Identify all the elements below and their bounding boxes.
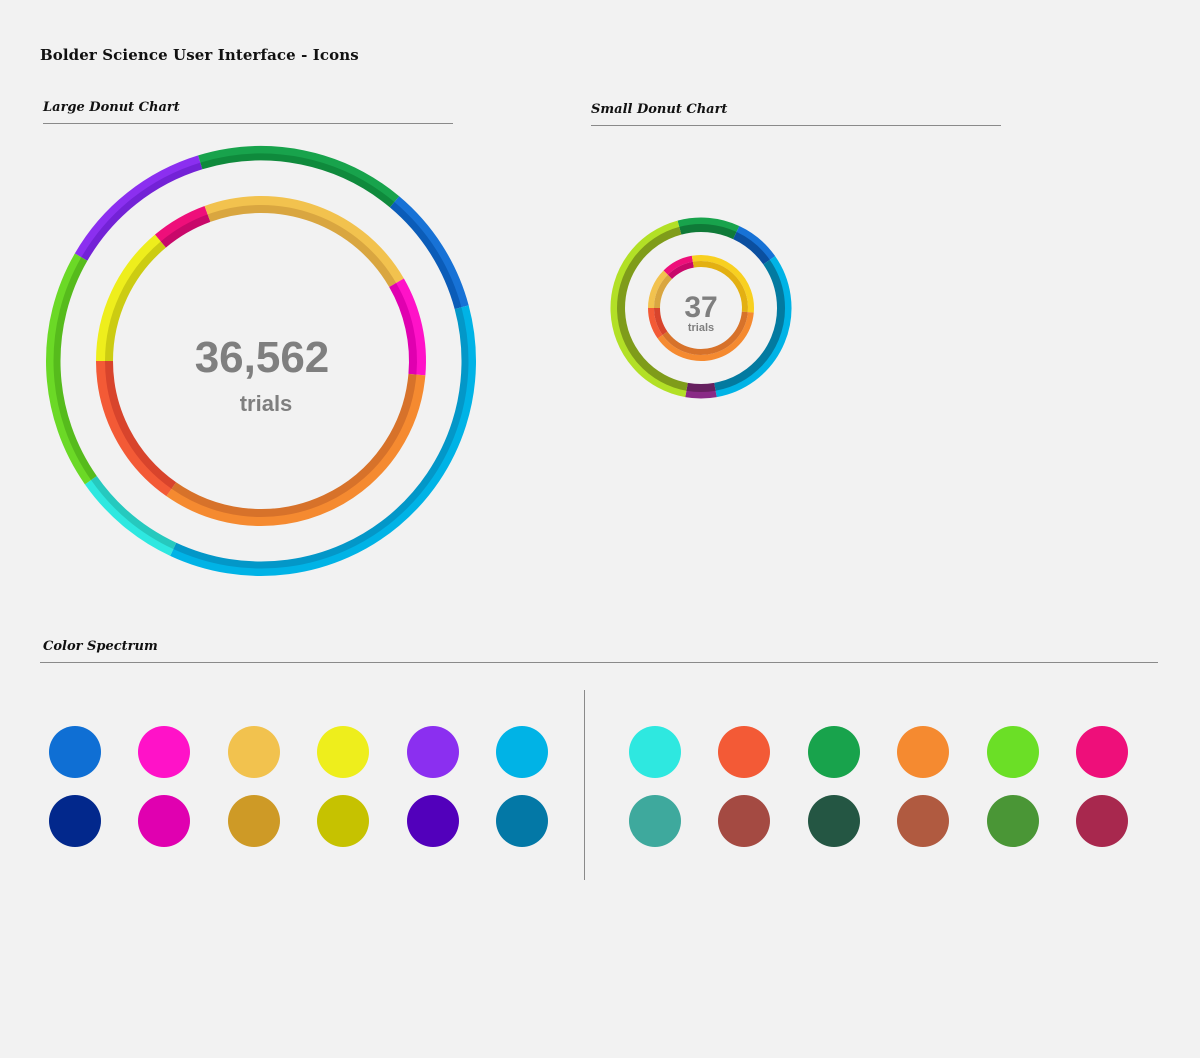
small-donut-divider xyxy=(591,125,1001,126)
large-inner-segment-0 xyxy=(154,205,209,243)
large-outer-segment-0-shade xyxy=(81,162,203,261)
large-outer-segment-2-shade xyxy=(389,202,462,310)
large-donut-title: Large Donut Chart xyxy=(43,100,180,115)
small-outer-segment-4 xyxy=(610,220,687,398)
right-top-swatch-5 xyxy=(1076,726,1128,778)
small-inner-segment-4 xyxy=(648,270,668,309)
small-outer-segment-0 xyxy=(677,217,740,233)
large-inner-segment-1-shade xyxy=(207,205,397,288)
large-outer-segment-1 xyxy=(198,146,400,203)
large-outer-segment-2 xyxy=(394,196,469,308)
large-donut-unit: trials xyxy=(240,391,293,416)
large-inner-segment-4-shade xyxy=(105,360,177,489)
color-spectrum-title: Color Spectrum xyxy=(43,639,158,654)
small-donut-chart: 37 trials xyxy=(610,217,792,399)
small-outer-segment-1 xyxy=(736,225,776,261)
left-bottom-swatch-4 xyxy=(406,795,459,847)
small-outer-segment-4-shade xyxy=(617,226,688,391)
large-outer-segment-5-shade xyxy=(53,257,97,481)
right-bottom-swatch-0 xyxy=(629,795,681,847)
small-outer-segment-3 xyxy=(685,390,717,399)
spectrum-column-divider xyxy=(584,690,585,880)
large-inner-segment-3 xyxy=(166,374,426,526)
small-donut-title: Small Donut Chart xyxy=(591,102,728,117)
large-outer-segment-3-shade xyxy=(173,307,469,569)
left-bottom-swatch-1 xyxy=(138,795,191,847)
small-inner-segment-4-shade xyxy=(654,274,673,309)
large-outer-segment-1-shade xyxy=(200,153,395,208)
left-top-swatch-1 xyxy=(138,726,191,778)
right-bottom-swatch-4 xyxy=(986,795,1039,847)
small-inner-segment-3 xyxy=(648,307,663,339)
small-inner-segment-2-shade xyxy=(662,311,748,355)
left-bottom-swatch-2 xyxy=(227,795,280,847)
large-outer-segment-3 xyxy=(170,305,476,576)
small-outer-segment-1-shade xyxy=(733,231,770,265)
left-top-swatch-0 xyxy=(49,726,101,778)
small-donut-unit: trials xyxy=(688,322,714,334)
right-top-swatch-0 xyxy=(629,726,681,778)
large-inner-segment-2 xyxy=(395,278,426,376)
right-bottom-swatch-5 xyxy=(1076,795,1128,847)
right-top-swatch-4 xyxy=(986,726,1039,778)
large-outer-segment-4-shade xyxy=(91,476,177,550)
color-spectrum-divider xyxy=(40,662,1158,663)
right-bottom-swatch-2 xyxy=(807,795,860,847)
small-donut-value: 37 xyxy=(684,291,717,324)
small-inner-segment-1-shade xyxy=(692,261,748,313)
large-outer-segment-0 xyxy=(74,155,201,258)
right-top-swatch-1 xyxy=(718,726,771,778)
right-bottom-swatch-3 xyxy=(897,795,950,847)
large-inner-segment-2-shade xyxy=(389,283,417,375)
large-outer-segment-4 xyxy=(84,479,174,556)
large-outer-segment-5 xyxy=(46,253,92,485)
large-inner-segment-1 xyxy=(204,196,404,284)
small-outer-segment-2-shade xyxy=(714,259,785,391)
page-title: Bolder Science User Interface - Icons xyxy=(40,46,359,64)
left-top-swatch-3 xyxy=(317,726,370,778)
left-top-swatch-4 xyxy=(406,726,459,778)
right-bottom-swatch-1 xyxy=(718,795,771,847)
small-inner-segment-0-shade xyxy=(667,261,695,280)
left-bottom-swatch-0 xyxy=(49,795,101,847)
small-outer-segment-2 xyxy=(715,256,792,398)
small-inner-segment-1 xyxy=(691,255,754,313)
large-inner-segment-3-shade xyxy=(171,373,417,517)
large-inner-segment-5-shade xyxy=(105,241,166,362)
left-bottom-swatch-3 xyxy=(317,795,370,847)
small-inner-segment-3-shade xyxy=(654,307,668,335)
left-top-swatch-2 xyxy=(227,726,280,778)
right-top-swatch-3 xyxy=(897,726,950,778)
small-outer-segment-3-shade xyxy=(686,382,716,392)
large-donut-divider xyxy=(43,123,453,124)
large-donut-value: 36,562 xyxy=(195,333,330,382)
large-inner-segment-0-shade xyxy=(160,214,211,248)
large-inner-segment-5 xyxy=(96,234,162,362)
left-bottom-swatch-5 xyxy=(496,795,548,847)
large-inner-segment-4 xyxy=(96,360,173,497)
right-top-swatch-2 xyxy=(807,726,860,778)
left-top-swatch-5 xyxy=(496,726,548,778)
small-outer-segment-0-shade xyxy=(679,224,737,240)
small-inner-segment-2 xyxy=(657,312,754,361)
small-inner-segment-0 xyxy=(663,255,693,275)
large-donut-chart: 36,562 trials xyxy=(46,146,476,576)
